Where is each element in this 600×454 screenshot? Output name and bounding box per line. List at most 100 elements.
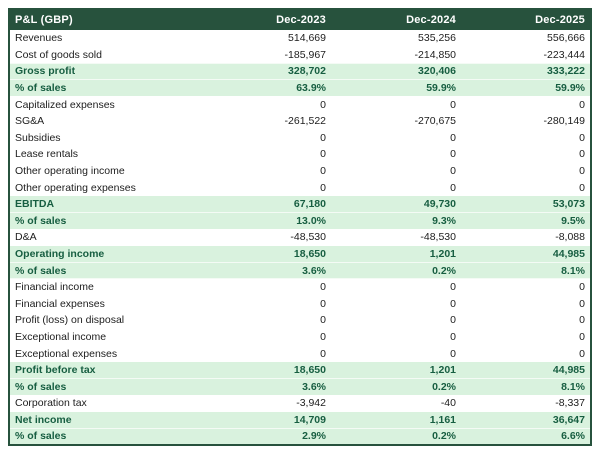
row-value: 0 <box>201 129 331 147</box>
row-value: -48,530 <box>201 229 331 247</box>
row-value: 3.6% <box>201 378 331 396</box>
row-value: -3,942 <box>201 395 331 413</box>
row-value: 1,161 <box>331 411 461 429</box>
pnl-table: P&L (GBP) Dec-2023 Dec-2024 Dec-2025 Rev… <box>8 8 592 446</box>
table-row: EBITDA 67,180 49,730 53,073 <box>9 195 591 214</box>
table-row: Gross profit 328,702 320,406 333,222 <box>9 63 591 81</box>
row-label: Financial income <box>9 278 201 296</box>
table-row: Net income 14,709 1,161 36,647 <box>9 411 591 429</box>
table-body: Revenues 514,669 535,256 556,666 Cost of goo… <box>9 30 591 446</box>
row-value: 556,666 <box>461 30 591 48</box>
table-row: Other operating expenses 0 0 0 <box>9 179 591 197</box>
row-value: 1,201 <box>331 361 461 379</box>
row-value: 0 <box>331 312 461 330</box>
table-row: Lease rentals 0 0 0 <box>9 146 591 164</box>
row-value: 0 <box>461 278 591 296</box>
row-value: 0 <box>461 328 591 346</box>
table-row: Profit (loss) on disposal 0 0 0 <box>9 312 591 330</box>
row-label: Cost of goods sold <box>9 46 201 64</box>
row-value: 0 <box>461 295 591 313</box>
table-row: % of sales 3.6% 0.2% 8.1% <box>9 378 591 396</box>
row-value: 0 <box>461 96 591 114</box>
row-value: 0 <box>201 295 331 313</box>
row-value: -48,530 <box>331 229 461 247</box>
row-value: 328,702 <box>201 63 331 81</box>
row-label: SG&A <box>9 112 201 131</box>
row-value: -185,967 <box>201 46 331 64</box>
table-row: Operating income 18,650 1,201 44,985 <box>9 245 591 263</box>
row-value: 3.6% <box>201 262 331 280</box>
row-value: 49,730 <box>331 195 461 214</box>
row-value: -280,149 <box>461 112 591 131</box>
row-value: 53,073 <box>461 195 591 214</box>
row-value: 59.9% <box>331 79 461 97</box>
row-value: 44,985 <box>461 245 591 263</box>
row-value: 0 <box>201 312 331 330</box>
table-header-col-dec-2025: Dec-2025 <box>461 9 591 30</box>
table-row: % of sales 13.0% 9.3% 9.5% <box>9 212 591 230</box>
row-value: 0 <box>201 345 331 363</box>
row-value: 0 <box>331 146 461 164</box>
row-value: 1,201 <box>331 245 461 263</box>
row-value: 0 <box>201 179 331 197</box>
row-value: 0 <box>331 278 461 296</box>
table-row: % of sales 63.9% 59.9% 59.9% <box>9 79 591 97</box>
row-value: -270,675 <box>331 112 461 131</box>
row-value: 514,669 <box>201 30 331 48</box>
row-label: EBITDA <box>9 195 201 214</box>
row-label: % of sales <box>9 378 201 396</box>
row-value: -40 <box>331 395 461 413</box>
row-value: 67,180 <box>201 195 331 214</box>
table-header-col-dec-2023: Dec-2023 <box>201 9 331 30</box>
row-label: Profit before tax <box>9 361 201 379</box>
row-label: Capitalized expenses <box>9 96 201 114</box>
row-label: Profit (loss) on disposal <box>9 312 201 330</box>
row-value: 0 <box>201 146 331 164</box>
row-value: 0 <box>331 295 461 313</box>
table-row: SG&A -261,522 -270,675 -280,149 <box>9 112 591 131</box>
table-row: Cost of goods sold -185,967 -214,850 -223,4… <box>9 46 591 64</box>
row-value: 0 <box>461 179 591 197</box>
row-label: Financial expenses <box>9 295 201 313</box>
row-value: 9.5% <box>461 212 591 230</box>
table-row: Financial income 0 0 0 <box>9 278 591 296</box>
row-value: 0 <box>331 179 461 197</box>
row-value: 8.1% <box>461 378 591 396</box>
row-value: 333,222 <box>461 63 591 81</box>
row-label: Corporation tax <box>9 395 201 413</box>
row-value: 0 <box>461 129 591 147</box>
row-value: 2.9% <box>201 428 331 446</box>
row-value: 0 <box>331 345 461 363</box>
table-row: Capitalized expenses 0 0 0 <box>9 96 591 114</box>
table-row: Exceptional income 0 0 0 <box>9 328 591 346</box>
row-value: -223,444 <box>461 46 591 64</box>
table-row: Exceptional expenses 0 0 0 <box>9 345 591 363</box>
row-value: 9.3% <box>331 212 461 230</box>
table-row: % of sales 3.6% 0.2% 8.1% <box>9 262 591 280</box>
table-row: Subsidies 0 0 0 <box>9 129 591 147</box>
row-label: Net income <box>9 411 201 429</box>
row-label: Other operating income <box>9 162 201 180</box>
row-value: 0 <box>201 96 331 114</box>
row-value: 6.6% <box>461 428 591 446</box>
table-header-col-dec-2024: Dec-2024 <box>331 9 461 30</box>
row-value: 0 <box>201 162 331 180</box>
row-value: 0 <box>461 312 591 330</box>
row-value: 0 <box>201 328 331 346</box>
table-row: D&A -48,530 -48,530 -8,088 <box>9 229 591 247</box>
row-value: 0.2% <box>331 428 461 446</box>
row-label: Lease rentals <box>9 146 201 164</box>
row-value: 0 <box>461 146 591 164</box>
row-value: 18,650 <box>201 245 331 263</box>
row-value: 8.1% <box>461 262 591 280</box>
table-row: Other operating income 0 0 0 <box>9 162 591 180</box>
row-label: Gross profit <box>9 63 201 81</box>
row-label: Subsidies <box>9 129 201 147</box>
row-value: -8,337 <box>461 395 591 413</box>
row-value: 320,406 <box>331 63 461 81</box>
row-value: 0 <box>331 328 461 346</box>
row-value: 0 <box>461 345 591 363</box>
row-value: 535,256 <box>331 30 461 48</box>
row-label: D&A <box>9 229 201 247</box>
